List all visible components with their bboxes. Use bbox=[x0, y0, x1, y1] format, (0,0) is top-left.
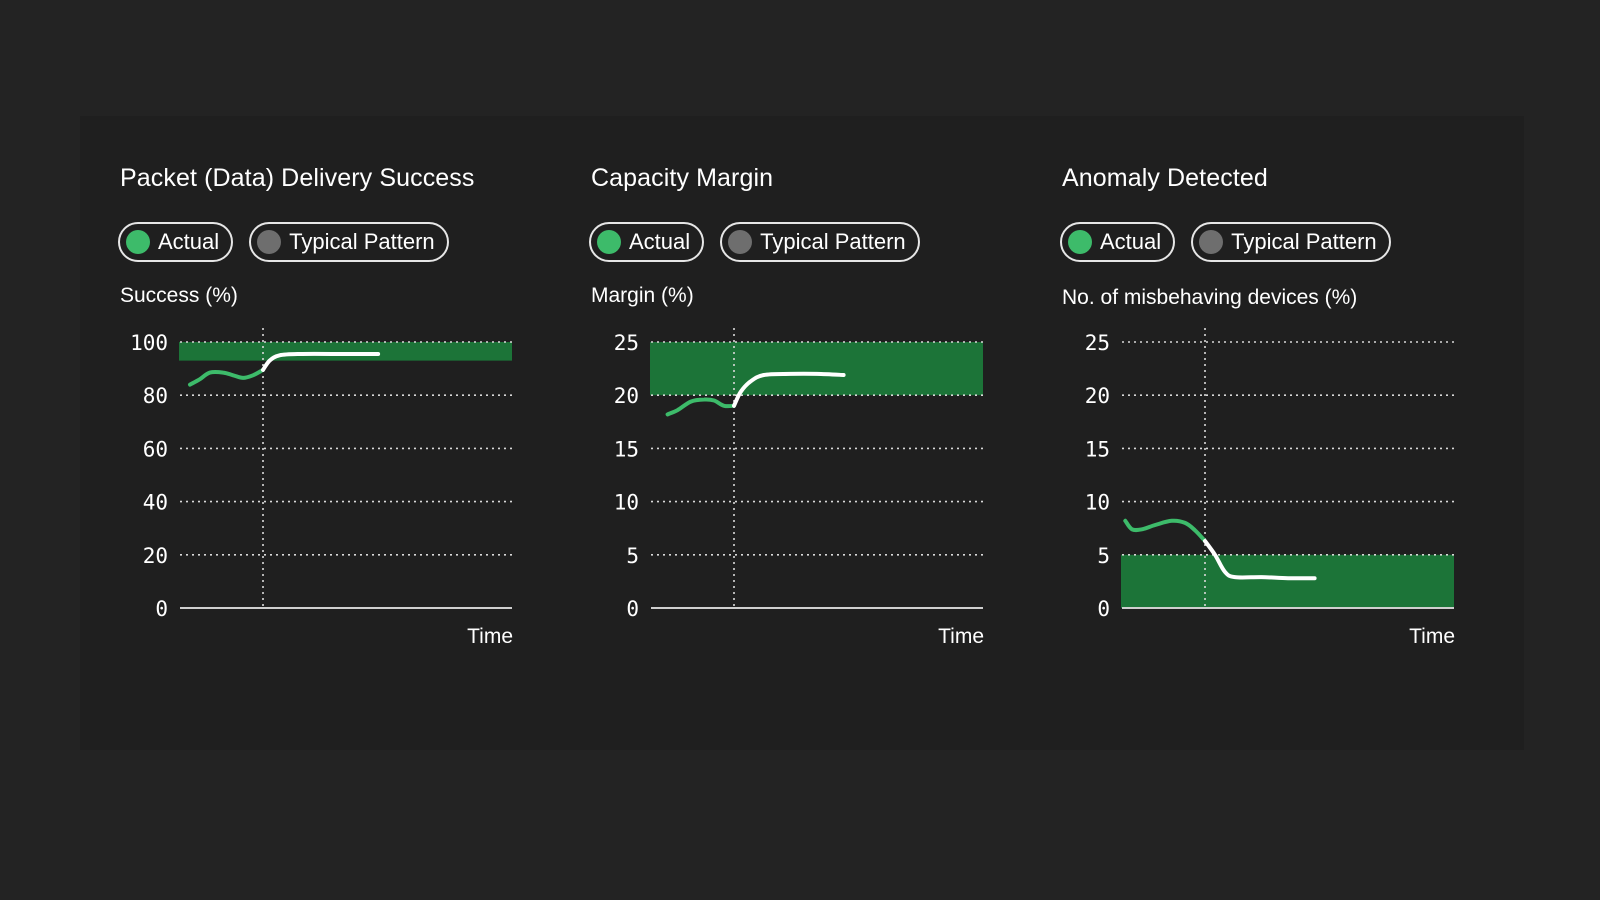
y-tick-label: 10 bbox=[1085, 491, 1110, 515]
y-tick-label: 80 bbox=[143, 384, 168, 408]
actual-dot-icon bbox=[126, 230, 150, 254]
y-tick-label: 15 bbox=[1085, 437, 1110, 461]
y-tick-label: 20 bbox=[1085, 384, 1110, 408]
y-tick-label: 20 bbox=[143, 544, 168, 568]
chart-card-delivery-success: Packet (Data) Delivery Success Actual Ty… bbox=[80, 116, 520, 750]
normal-range-band bbox=[650, 342, 983, 396]
y-tick-label: 20 bbox=[614, 384, 639, 408]
y-tick-label: 25 bbox=[1085, 331, 1110, 355]
chart-plot: 0 5 10 15 20 25 Time bbox=[1085, 328, 1455, 648]
legend-actual-toggle[interactable]: Actual bbox=[1060, 222, 1176, 262]
y-tick-label: 0 bbox=[1097, 597, 1110, 621]
y-tick-label: 15 bbox=[614, 437, 639, 461]
normal-range-band bbox=[1121, 554, 1454, 608]
x-axis-label: Time bbox=[1409, 625, 1455, 648]
y-tick-label: 0 bbox=[155, 597, 168, 621]
chart-card-anomaly-detected: Anomaly Detected Actual Typical Pattern … bbox=[1022, 116, 1462, 750]
legend-actual-label: Actual bbox=[158, 229, 220, 254]
chart-card-capacity-margin: Capacity Margin Actual Typical Pattern M… bbox=[551, 116, 991, 750]
chart-legend: Actual Typical Pattern bbox=[1060, 222, 1391, 262]
legend-actual-toggle[interactable]: Actual bbox=[589, 222, 705, 262]
typical-series-line bbox=[1203, 539, 1317, 581]
chart-title: Anomaly Detected bbox=[1062, 164, 1268, 192]
typical-dot-icon bbox=[728, 230, 753, 254]
y-tick-label: 5 bbox=[1097, 544, 1110, 568]
x-axis-label: Time bbox=[938, 625, 984, 648]
chart-plot: 0 20 40 60 80 100 Time bbox=[130, 328, 513, 648]
legend-typical-toggle[interactable]: Typical Pattern bbox=[1191, 222, 1391, 262]
y-tick-label: 60 bbox=[143, 437, 168, 461]
legend-typical-label: Typical Pattern bbox=[760, 229, 906, 254]
x-axis-label: Time bbox=[467, 625, 513, 648]
y-tick-label: 100 bbox=[130, 331, 168, 355]
legend-actual-label: Actual bbox=[629, 229, 691, 254]
y-tick-label: 40 bbox=[143, 491, 168, 515]
y-axis-label: Success (%) bbox=[120, 284, 238, 307]
y-tick-label: 10 bbox=[614, 491, 639, 515]
typical-series-line bbox=[732, 371, 846, 408]
y-axis-label: Margin (%) bbox=[591, 284, 694, 307]
actual-series-line bbox=[1123, 518, 1207, 543]
legend-typical-toggle[interactable]: Typical Pattern bbox=[249, 222, 449, 262]
normal-range-band bbox=[179, 342, 512, 361]
y-tick-label: 25 bbox=[614, 331, 639, 355]
y-tick-label: 5 bbox=[626, 544, 639, 568]
legend-actual-toggle[interactable]: Actual bbox=[118, 222, 234, 262]
actual-series-line bbox=[665, 397, 736, 417]
chart-title: Capacity Margin bbox=[591, 164, 774, 192]
typical-series-line bbox=[261, 351, 381, 372]
dashboard-panel: Packet (Data) Delivery Success Actual Ty… bbox=[80, 116, 1524, 750]
legend-typical-label: Typical Pattern bbox=[1231, 229, 1377, 254]
legend-typical-label: Typical Pattern bbox=[289, 229, 435, 254]
legend-actual-label: Actual bbox=[1100, 229, 1162, 254]
chart-plot: 0 5 10 15 20 25 Time bbox=[614, 328, 984, 648]
y-tick-label: 0 bbox=[626, 597, 639, 621]
chart-legend: Actual Typical Pattern bbox=[589, 222, 920, 262]
y-axis-label: No. of misbehaving devices (%) bbox=[1062, 286, 1358, 309]
actual-series-line bbox=[188, 367, 265, 387]
typical-dot-icon bbox=[1199, 230, 1224, 254]
chart-title: Packet (Data) Delivery Success bbox=[120, 164, 475, 192]
typical-dot-icon bbox=[257, 230, 282, 254]
actual-dot-icon bbox=[1068, 230, 1092, 254]
actual-dot-icon bbox=[597, 230, 621, 254]
chart-legend: Actual Typical Pattern bbox=[118, 222, 449, 262]
legend-typical-toggle[interactable]: Typical Pattern bbox=[720, 222, 920, 262]
